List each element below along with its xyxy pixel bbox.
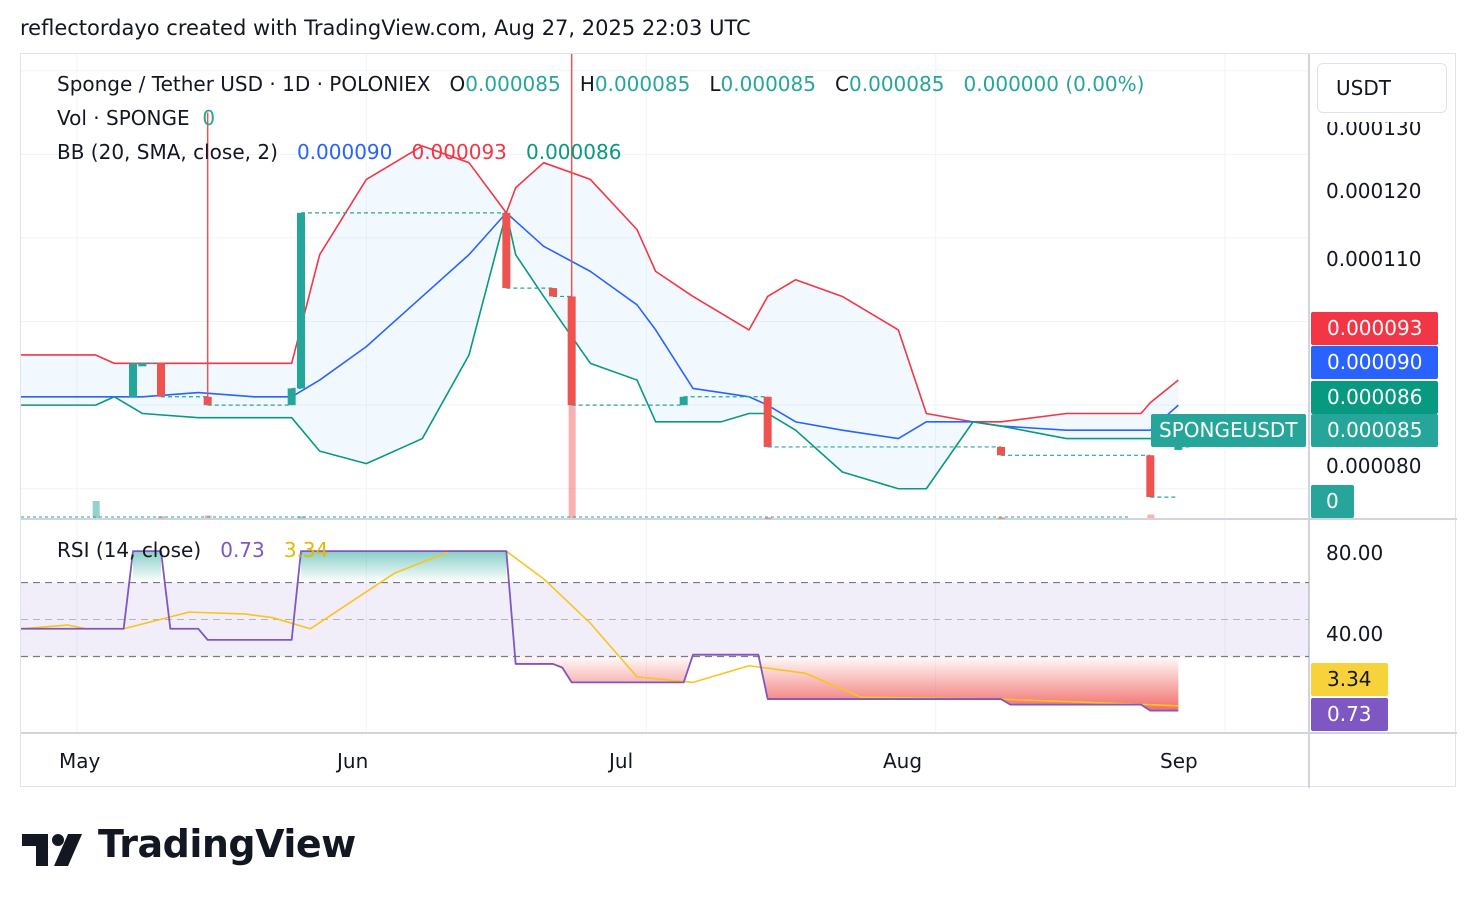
price-axis-label: 0.000130 [1326,116,1422,140]
chart-frame[interactable]: Sponge / Tether USD · 1D · POLONIEX O0.0… [20,53,1457,788]
candle-body [679,396,688,406]
candle-body [129,363,137,397]
bb-lower-value: 0.000086 [525,140,622,164]
bb-upper-value: 0.000093 [411,140,507,164]
bb-lower-price-tag: 0.000086 [1311,381,1439,414]
high-value: 0.000085 [594,72,691,96]
open-label: O [449,72,466,96]
close-value: 0.000085 [849,72,945,96]
candle-body [203,396,212,406]
volume-bar [568,404,576,518]
close-label: C [835,72,850,96]
rsi-overbought-fill [301,551,507,583]
price-axis-label: 0.000080 [1326,454,1422,478]
rsi-ma-value: 3.34 [283,538,329,562]
candle-body [297,212,305,389]
candle-body [763,396,772,447]
last-price-tag: 0.000085 [1311,414,1439,447]
bb-upper-price-tag: 0.000093 [1311,312,1439,345]
ohlc-legend: Sponge / Tether USD · 1D · POLONIEX O0.0… [57,72,1144,96]
rsi-label: RSI (14, close) [57,538,202,562]
price-axis-label: 0.000120 [1326,179,1422,203]
volume-price-tag: 0 [1311,485,1354,518]
bollinger-band-fill [21,145,1179,489]
rsi-axis-label: 40.00 [1326,622,1384,646]
high-label: H [579,72,595,96]
candle-body [567,296,576,406]
change-value: 0.000000 (0.00%) [963,72,1145,96]
bb-basis-price-tag: 0.000090 [1311,346,1439,379]
rsi-ma-tag: 3.34 [1311,663,1388,696]
candle-body [1174,446,1183,450]
candle-body [1146,455,1155,498]
candle-body [157,363,165,397]
tradingview-logo-text: TradingView [98,822,356,866]
chart-credit: reflectordayo created with TradingView.c… [20,16,751,40]
low-value: 0.000085 [720,72,816,96]
tradingview-logo-icon [22,834,82,866]
time-axis-label: Jun [337,749,369,773]
price-axis-label: 0.000110 [1326,247,1422,271]
volume-bar [998,517,1005,520]
rsi-value: 0.73 [220,538,265,562]
time-axis-label: Aug [883,749,923,773]
volume-label: Vol · SPONGE [57,106,190,130]
candle-body [138,363,147,367]
open-value: 0.000085 [465,72,561,96]
rsi-oversold-fill [506,654,1179,711]
time-axis-label: Sep [1160,749,1198,773]
symbol-title[interactable]: Sponge / Tether USD · 1D · POLONIEX [57,72,431,96]
bollinger-lower-line [21,212,1179,490]
volume-bar [92,501,100,518]
volume-bar [764,517,772,520]
time-axis-label: Jul [609,749,634,773]
volume-bar [298,516,305,519]
rsi-axis-label: 80.00 [1326,541,1384,565]
rsi-value-tag: 0.73 [1311,698,1388,731]
volume-bar [1147,514,1155,518]
currency-label: USDT [1336,76,1391,100]
bb-legend[interactable]: BB (20, SMA, close, 2) 0.000090 0.000093… [57,140,621,164]
candle-body [997,446,1005,456]
volume-value: 0 [202,106,216,130]
chart-canvas[interactable] [21,54,1457,788]
bb-basis-value: 0.000090 [296,140,393,164]
symbol-tag: SPONGEUSDT [1151,414,1306,447]
rsi-legend[interactable]: RSI (14, close) 0.73 3.34 [57,538,328,562]
volume-legend[interactable]: Vol · SPONGE 0 [57,106,215,130]
time-axis-label: May [59,749,101,773]
bb-label: BB (20, SMA, close, 2) [57,140,278,164]
candle-body [287,388,296,406]
rsi-line [21,550,1179,712]
candle-body [549,288,557,297]
low-label: L [709,72,721,96]
candle-body [502,212,511,289]
currency-selector[interactable]: USDT [1317,63,1447,113]
rsi-overbought-fill [133,551,161,583]
